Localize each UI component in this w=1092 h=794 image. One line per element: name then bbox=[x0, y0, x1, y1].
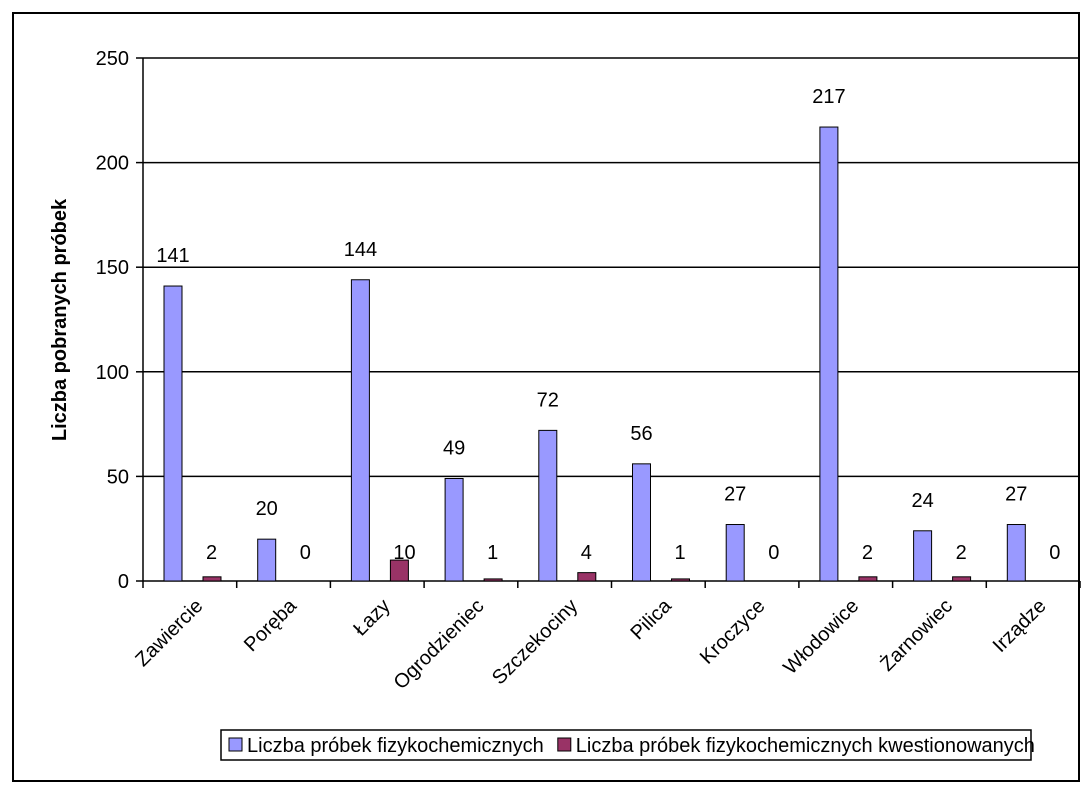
bar-kwestionowane bbox=[202, 576, 222, 582]
y-tick-label: 200 bbox=[96, 153, 129, 175]
legend-label: Liczba próbek fizykochemicznych bbox=[247, 735, 544, 757]
y-tick-label: 100 bbox=[96, 362, 129, 384]
bar-fizykochemiczne bbox=[538, 429, 558, 582]
data-label: 2 bbox=[206, 542, 217, 564]
bars bbox=[163, 126, 1026, 582]
x-category-label: Szczekociny bbox=[488, 595, 582, 689]
data-label: 27 bbox=[1005, 484, 1027, 506]
legend-swatch bbox=[557, 737, 572, 752]
bar-kwestionowane bbox=[671, 578, 690, 582]
y-tick-label: 0 bbox=[118, 571, 129, 593]
bar-fizykochemiczne bbox=[350, 279, 370, 582]
data-label: 0 bbox=[300, 542, 311, 564]
data-label: 0 bbox=[768, 542, 779, 564]
bar-fizykochemiczne bbox=[444, 477, 464, 582]
y-axis-title: Liczba pobranych próbek bbox=[49, 198, 71, 441]
y-tick-label: 250 bbox=[96, 48, 129, 70]
legend-label: Liczba próbek fizykochemicznych kwestion… bbox=[576, 735, 1035, 757]
legend: Liczba próbek fizykochemicznych Liczba pr… bbox=[220, 729, 1035, 761]
y-tick-label: 150 bbox=[96, 257, 129, 279]
data-label: 217 bbox=[812, 86, 845, 108]
gridlines bbox=[143, 57, 1080, 478]
bar-kwestionowane bbox=[483, 578, 503, 582]
data-label: 0 bbox=[1049, 542, 1060, 564]
bar-fizykochemiczne bbox=[163, 285, 183, 582]
data-label: 56 bbox=[630, 423, 652, 445]
x-category-label: Włodowice bbox=[779, 595, 863, 679]
data-label: 10 bbox=[393, 542, 415, 564]
data-labels: 1412Zawiercie200Poręba14410Łazy491Ogrodz… bbox=[131, 86, 1060, 694]
x-category-label: Kroczyce bbox=[696, 595, 770, 669]
data-label: 2 bbox=[956, 542, 967, 564]
bar-kwestionowane bbox=[858, 576, 878, 582]
data-label: 72 bbox=[537, 389, 559, 411]
legend-box bbox=[220, 729, 1032, 761]
data-label: 4 bbox=[581, 542, 592, 564]
data-label: 20 bbox=[256, 498, 278, 520]
data-label: 144 bbox=[344, 239, 377, 261]
data-label: 2 bbox=[862, 542, 873, 564]
bar-kwestionowane bbox=[389, 559, 409, 582]
data-label: 1 bbox=[675, 542, 686, 564]
chart-frame bbox=[12, 12, 1080, 782]
x-category-label: Poręba bbox=[240, 594, 302, 656]
bar-fizykochemiczne bbox=[913, 530, 933, 582]
x-category-label: Żarnowiec bbox=[875, 594, 957, 676]
legend-swatch bbox=[228, 737, 243, 752]
bar-fizykochemiczne bbox=[632, 463, 651, 582]
data-label: 1 bbox=[487, 542, 498, 564]
x-category-label: Zawiercie bbox=[131, 595, 207, 671]
bar-fizykochemiczne bbox=[1006, 524, 1026, 582]
x-category-label: Pilica bbox=[627, 594, 677, 644]
bar-fizykochemiczne bbox=[257, 538, 277, 582]
x-category-label: Irządze bbox=[989, 595, 1051, 657]
bar-fizykochemiczne bbox=[725, 524, 745, 582]
bar-fizykochemiczne bbox=[819, 126, 839, 582]
data-label: 27 bbox=[724, 484, 746, 506]
x-category-label: Łazy bbox=[349, 595, 394, 640]
y-tick-label: 50 bbox=[107, 466, 129, 488]
data-label: 141 bbox=[156, 245, 189, 267]
bar-kwestionowane bbox=[577, 572, 597, 582]
bar-kwestionowane bbox=[952, 576, 972, 582]
data-label: 49 bbox=[443, 437, 465, 459]
data-label: 24 bbox=[911, 490, 933, 512]
x-category-label: Ogrodzieniec bbox=[390, 595, 489, 694]
